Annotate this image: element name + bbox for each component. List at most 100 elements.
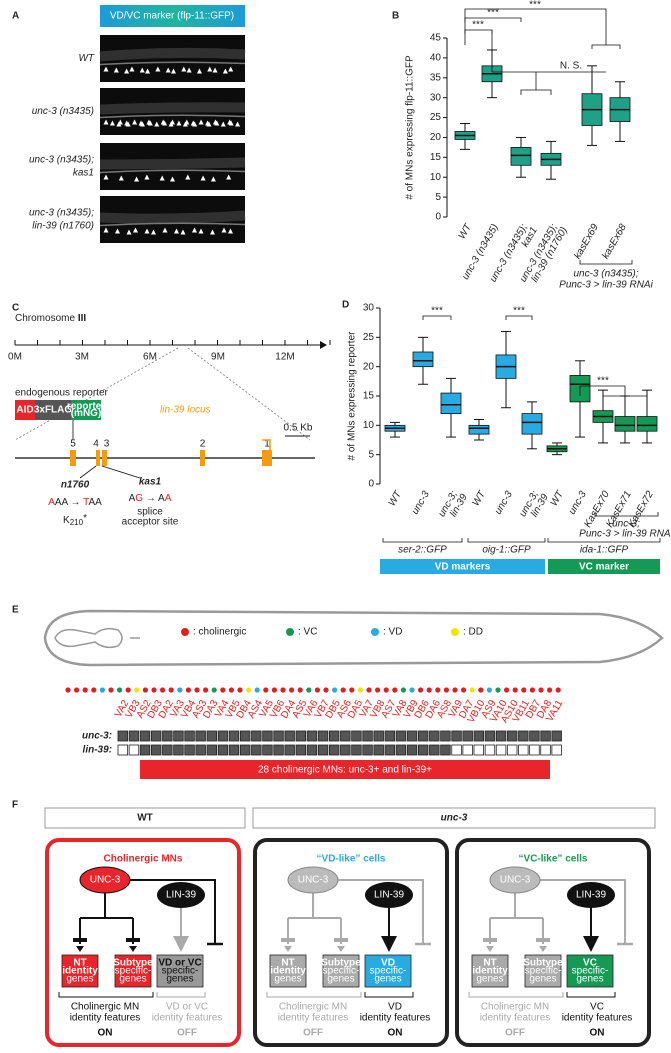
arrowhead: [139, 121, 145, 127]
significance: ***: [487, 8, 499, 19]
reporter-part: [35, 400, 71, 420]
panel-letter: E: [12, 605, 19, 616]
group-bracket: [594, 512, 659, 517]
y-tick-label: 15: [430, 152, 442, 163]
arrowhead: [117, 119, 123, 125]
expression-cell: [117, 744, 129, 756]
expression-cell: [429, 744, 440, 756]
feature-bracket: [266, 992, 362, 998]
y-tick-label: 25: [363, 332, 375, 343]
arrowhead: [165, 67, 171, 73]
arrowhead: [176, 120, 182, 126]
arrowhead: [184, 119, 190, 125]
arrowhead: [159, 175, 165, 181]
neuron-dot: [117, 687, 123, 693]
protein-change: K210*: [63, 513, 87, 527]
state-label: ON: [98, 1028, 113, 1039]
arrowhead: [103, 227, 109, 233]
marker-bar: [380, 559, 545, 574]
arrowhead: [125, 121, 131, 127]
arrowhead: [132, 119, 138, 125]
tf-label: UNC-3: [298, 875, 329, 886]
chromosome-part: III: [78, 313, 87, 324]
target-label: specific-: [525, 966, 562, 977]
reporter-part-label: reporter: [67, 401, 105, 412]
expression-cell: [462, 744, 473, 756]
neuron-dot: [220, 687, 226, 693]
expression-cell: [162, 730, 173, 742]
y-tick-label: 5: [368, 449, 374, 460]
target-genes: [364, 954, 412, 988]
expression-cell: [173, 744, 184, 756]
sequence-change: AAA → TAA: [48, 497, 102, 508]
expression-cell: [195, 744, 206, 756]
allele-name: n1760: [61, 480, 90, 491]
worm-signal: [99, 114, 246, 119]
expression-cell: [173, 730, 184, 742]
expression-cell: [295, 744, 307, 756]
box: [440, 392, 462, 415]
neuron-dot: [151, 687, 157, 693]
target-label: VD or VC: [158, 958, 201, 969]
expression-cell: [495, 730, 507, 742]
neuron-dot: [134, 687, 140, 693]
mutation-pointer: [101, 465, 141, 479]
feature-bracket: [58, 992, 154, 998]
chromosome-tick-label: 6M: [143, 352, 157, 363]
worm-signal: [99, 157, 246, 170]
neuron-dot: [237, 687, 243, 693]
arrowhead: [126, 229, 132, 235]
box: [521, 413, 543, 435]
arrowhead: [186, 67, 192, 73]
tf-node: [365, 882, 413, 908]
regulation-line: [287, 893, 342, 944]
category-label: WT: [457, 222, 475, 242]
arrowhead: [192, 121, 198, 127]
neuron-dot: [246, 687, 252, 693]
arrowhead: [185, 174, 191, 180]
arrowhead: [180, 229, 186, 235]
marker-bar-label: VD markers: [435, 562, 491, 573]
highlight-bar: [140, 760, 550, 779]
legend-dot: [286, 628, 294, 636]
arrowhead: [154, 121, 160, 127]
feature-label: identity features: [360, 1013, 431, 1024]
neuron-dot: [512, 687, 518, 693]
expression-cell: [239, 730, 251, 742]
exon: [102, 450, 107, 466]
neuron-dot: [392, 687, 398, 693]
group-label: ida-1::GFP: [580, 545, 629, 556]
tf-label: UNC-3: [500, 875, 531, 886]
y-tick-label: 10: [363, 420, 375, 431]
condition-label: WT: [137, 813, 153, 824]
target-label: genes: [119, 974, 146, 985]
box: [636, 416, 658, 432]
feature-label: Cholinergic MN: [279, 1002, 347, 1013]
y-tick-label: 30: [430, 92, 442, 103]
target-label: genes: [529, 974, 556, 985]
y-tick-label: 30: [363, 303, 375, 314]
neuron-dot: [203, 687, 209, 693]
neuron-dot: [504, 687, 510, 693]
chromosome-tick-label: 12M: [275, 352, 294, 363]
arrow-head: [337, 946, 345, 952]
allele-name: kas1: [139, 477, 162, 488]
neuron-dot: [332, 687, 338, 693]
arrowhead: [206, 121, 212, 127]
expression-cell: [395, 744, 407, 756]
neuron-dot: [547, 687, 553, 693]
expression-cell: [451, 744, 462, 756]
target-label: genes: [327, 974, 354, 985]
category-label: unc-3: [567, 489, 589, 517]
arrowhead: [228, 66, 234, 72]
tf-node: [287, 866, 339, 894]
sequence-part: T: [83, 497, 89, 508]
expression-cell: [117, 730, 129, 742]
expression-cell: [540, 730, 551, 742]
sig-bracket: [505, 315, 533, 320]
neuron-dot: [194, 687, 200, 693]
y-tick-label: 10: [430, 172, 442, 183]
neuron-dot: [521, 687, 527, 693]
neuron-dot: [263, 687, 269, 693]
neuron-dot: [435, 687, 441, 693]
